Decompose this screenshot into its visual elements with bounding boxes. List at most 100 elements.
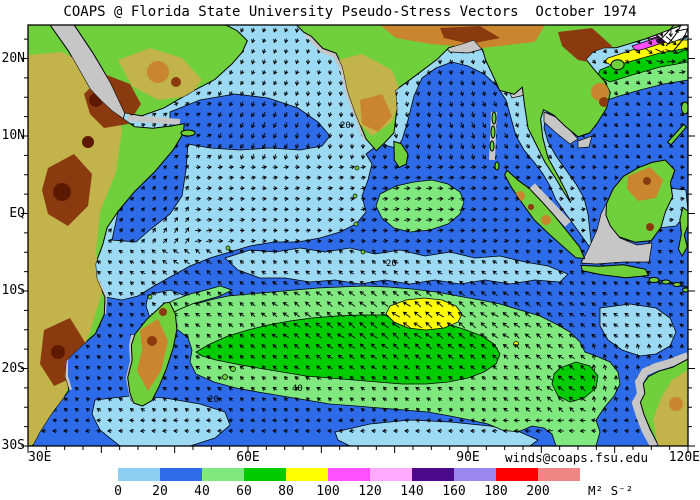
lon-label-120E: 120E — [668, 450, 700, 465]
land-sumba — [682, 287, 688, 293]
terrain-himalaya-brown — [440, 26, 500, 44]
contour-region-60-se — [551, 361, 599, 403]
island-maldives-3 — [353, 221, 359, 227]
streamline-1 — [657, 25, 675, 43]
typhoon-streamlines — [657, 25, 688, 51]
land-andaman-3 — [489, 140, 495, 152]
colorbar-tick-180: 180 — [484, 484, 508, 499]
colorbar-tick-0: 0 — [114, 484, 122, 499]
terrain-borneo-brown-1 — [643, 177, 651, 185]
colorbar-cell-3 — [244, 468, 286, 481]
colorbar-tick-120: 120 — [358, 484, 382, 499]
colorbar-cell-4 — [286, 468, 328, 481]
pocket-0-equatorial-channel — [224, 247, 569, 285]
pocket-0-south-central — [334, 419, 539, 446]
colorbar-tick-20: 20 — [152, 484, 168, 499]
colorbar — [118, 468, 580, 481]
island-seychelles — [225, 245, 231, 251]
colorbar-cell-1 — [160, 468, 202, 481]
land-sumbawa — [672, 282, 682, 287]
lat-label-10S: 10S — [1, 283, 25, 298]
colorbar-tick-40: 40 — [194, 484, 210, 499]
terrain-madagascar-brown-1 — [147, 336, 157, 346]
terrain-vietnam-brown — [599, 97, 609, 107]
contour-region-80-core — [385, 297, 463, 331]
land-socotra — [180, 129, 196, 137]
colorbar-tick-60: 60 — [236, 484, 252, 499]
terrain-arabia-brown — [171, 77, 181, 87]
terrain-borneo-brown-2 — [646, 223, 654, 231]
land-philippines — [681, 101, 688, 115]
figure-title: COAPS @ Florida State University Pseudo-… — [63, 4, 637, 20]
colorbar-tick-200: 200 — [526, 484, 550, 499]
terrain-vietnam-tan — [591, 83, 609, 101]
land-lombok — [661, 279, 671, 285]
land-bali — [648, 277, 660, 283]
land-andaman-1 — [491, 111, 497, 125]
island-maldives-1 — [354, 165, 360, 171]
colorbar-tick-140: 140 — [400, 484, 424, 499]
colorbar-tick-80: 80 — [278, 484, 294, 499]
streamline-2 — [665, 25, 682, 47]
land-nicobar — [494, 161, 500, 171]
terrain-darkbrown-3 — [51, 345, 65, 359]
lon-label-90E: 90E — [456, 450, 480, 465]
colorbar-cell-7 — [412, 468, 454, 481]
land-sri-lanka — [393, 140, 409, 169]
colorbar-cell-2 — [202, 468, 244, 481]
terrain-shading — [28, 25, 688, 446]
contour-region-60-core — [195, 314, 501, 385]
mekong-shelf — [577, 135, 593, 149]
terrain-arabia-orange — [147, 61, 169, 83]
lon-label-60E: 60E — [236, 450, 260, 465]
lat-label-20S: 20S — [1, 360, 25, 376]
contour-label-20: 20 — [386, 259, 397, 269]
colorbar-cell-6 — [370, 468, 412, 481]
land-india-asia — [295, 25, 683, 203]
gulf-of-aden-shelf — [127, 115, 181, 125]
axis-ticks — [21, 38, 695, 453]
colorbar-cell-0 — [118, 468, 160, 481]
contour-label-20: 20 — [208, 395, 219, 405]
island-comoros — [147, 294, 153, 300]
small-islands — [147, 165, 366, 380]
island-chagos — [360, 249, 366, 255]
terrain-madagascar-brown-2 — [159, 308, 167, 316]
lat-label-30S: 30S — [1, 438, 25, 453]
australia-west-shelf — [631, 352, 688, 446]
colorbar-cell-10 — [538, 468, 580, 481]
malacca-strait-shelf — [529, 183, 571, 227]
lat-label-20N: 20N — [1, 50, 25, 66]
attribution-text: winds@coaps.fsu.edu — [505, 450, 648, 465]
island-maldives-2 — [352, 193, 358, 199]
colorbar-tick-160: 160 — [442, 484, 466, 499]
colorbar-cell-5 — [328, 468, 370, 481]
island-mauritius — [230, 366, 236, 372]
lat-label-EQ: EQ — [9, 205, 25, 221]
colorbar-tick-100: 100 — [316, 484, 340, 499]
terrain-madagascar-tan — [137, 319, 168, 391]
colorbar-cell-8 — [454, 468, 496, 481]
land-java — [580, 264, 650, 279]
terrain-australia-tan — [669, 397, 683, 411]
pocket-0-southwest — [91, 395, 231, 446]
terrain-india-orange — [360, 94, 392, 132]
terrain-darkbrown-2 — [53, 183, 71, 201]
land-sumatra — [504, 169, 586, 260]
land-sulawesi — [677, 206, 688, 258]
colorbar-units: M² S⁻² — [588, 483, 634, 498]
land-hainan — [610, 59, 625, 71]
streamline-3 — [673, 27, 688, 51]
lat-label-10N: 10N — [1, 128, 25, 143]
land-palawan — [666, 123, 688, 146]
island-reunion — [222, 374, 228, 380]
lon-label-30E: 30E — [28, 450, 52, 465]
colorbar-cell-9 — [496, 468, 538, 481]
contour-label-20: 20 — [340, 121, 351, 131]
land-andaman-2 — [490, 125, 496, 139]
terrain-darkbrown-4 — [82, 136, 94, 148]
terrain-sumatra-brown — [528, 204, 534, 210]
